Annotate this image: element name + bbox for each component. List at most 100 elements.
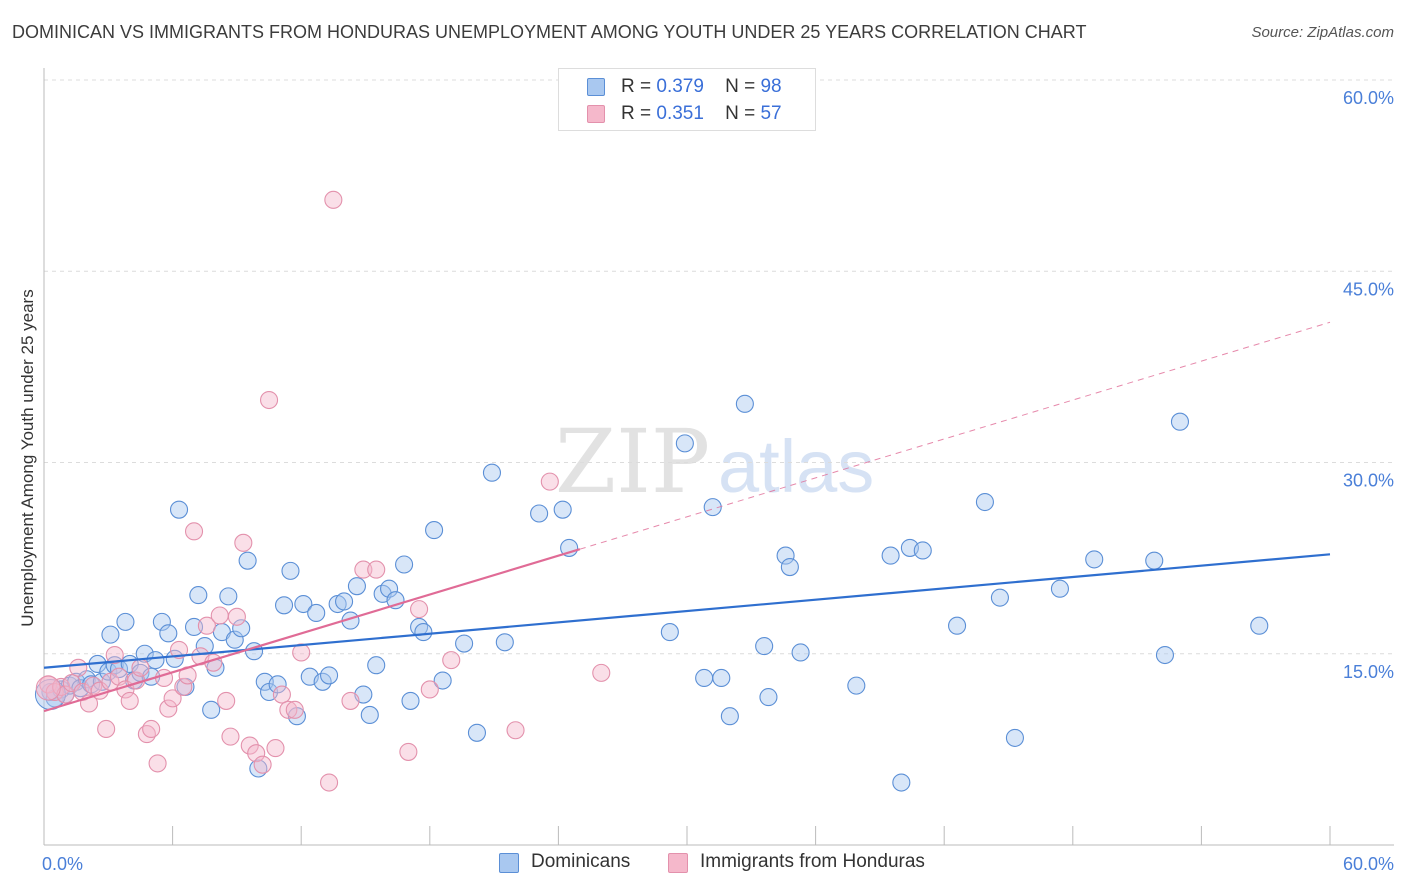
data-point-dominicans [1170,412,1190,431]
data-point-dominicans [1155,645,1175,665]
data-point-honduras [69,658,88,677]
data-point-dominicans [1005,728,1024,747]
data-point-dominicans [776,546,795,565]
data-point-honduras [253,755,272,774]
source-label: Source: ZipAtlas.com [1251,24,1394,41]
trend-lines [43,321,1331,713]
bottom-legend-swatch-pink [668,853,688,873]
data-point-dominicans [367,656,386,675]
legend-swatch-blue [587,78,605,96]
data-point-dominicans [335,592,354,611]
legend-r-value: 0.379 [656,76,704,97]
data-point-dominicans [695,668,714,688]
data-point-dominicans [268,675,287,694]
data-point-dominicans [159,624,178,643]
data-point-dominicans [184,617,204,637]
legend-r-value: 0.351 [656,103,704,124]
data-point-dominicans [169,500,189,519]
data-point-dominicans [152,612,171,631]
data-point-dominicans [225,630,244,649]
data-point-dominicans [360,705,379,725]
data-point-dominicans [720,707,739,726]
legend-n-value: 57 [760,103,782,124]
data-point-dominicans [294,594,313,614]
data-point-honduras [410,600,429,619]
data-point-dominicans [202,700,221,719]
data-point-dominicans [275,596,294,615]
data-point-honduras [266,739,285,758]
data-point-dominicans [913,541,932,560]
data-point-honduras [272,685,291,704]
data-point-dominicans [755,637,774,656]
data-point-honduras [540,472,559,491]
y-tick-label: 45.0% [1343,279,1394,299]
data-point-dominicans [530,504,549,523]
data-point-dominicans [146,651,165,670]
data-point-dominicans [232,619,251,638]
data-point-honduras [279,700,298,719]
data-point-honduras [210,606,229,625]
data-point-dominicans [948,616,967,635]
data-point-honduras [324,190,343,209]
data-point-honduras [97,719,116,739]
data-point-honduras [292,643,311,662]
data-point-dominicans [1250,616,1269,635]
tick-labels: 15.0% 30.0% 45.0% 60.0% 0.0% 60.0% [42,88,1394,874]
data-point-dominicans [703,498,722,517]
data-point-honduras [234,533,253,552]
data-point-dominicans [735,394,754,413]
data-point-dominicans [219,587,238,606]
data-point-dominicans [975,492,994,512]
data-point-honduras [285,700,304,719]
series-honduras [35,190,611,792]
data-point-dominicans [675,434,694,453]
data-point-dominicans [780,557,799,577]
legend-n-label: N = [725,76,756,97]
data-point-dominicans [347,577,366,596]
data-point-honduras [227,607,246,626]
x-tick-label: 0.0% [42,854,83,874]
data-point-honduras [148,754,167,773]
data-point-honduras [169,640,189,659]
watermark-atlas: atlas [718,425,874,508]
data-point-dominicans [380,579,399,598]
data-point-honduras [341,691,360,710]
data-point-dominicans [165,649,184,668]
trend-line-dominicans [43,553,1331,669]
data-point-honduras [592,663,611,682]
legend-swatch-pink [587,105,605,123]
y-tick-label: 30.0% [1343,471,1394,491]
y-axis-label: Unemployment Among Youth under 25 years [18,289,37,626]
data-point-honduras [197,616,216,635]
data-point-honduras [247,744,266,763]
x-tick-label: 60.0% [1343,854,1394,874]
data-point-honduras [120,691,139,710]
trend-line-honduras [43,548,581,713]
legend-r-label: R = [621,76,652,97]
data-point-honduras [367,560,386,579]
data-point-dominicans [307,603,326,623]
data-point-honduras [399,742,418,761]
data-point-honduras [259,390,279,410]
data-point-dominicans [1145,551,1164,570]
zipatlas-watermark: ZIP atlas [555,410,874,513]
data-point-honduras [131,658,150,677]
data-point-dominicans [425,521,444,540]
data-point-dominicans [791,643,810,662]
y-tick-label: 15.0% [1343,662,1394,682]
correlation-legend: R = 0.379 N = 98 R = 0.351 N = 57 [558,68,816,131]
bottom-legend-swatch-blue [499,853,519,873]
data-point-dominicans [281,561,300,580]
data-point-dominicans [467,723,487,742]
data-point-dominicans [1050,579,1069,598]
data-point-dominicans [712,668,731,688]
watermark-zip: ZIP [555,410,710,513]
legend-n-value: 98 [760,76,782,97]
data-point-honduras [159,699,178,718]
data-point-honduras [184,522,204,541]
data-point-honduras [142,719,161,739]
data-point-dominicans [238,551,257,570]
data-point-dominicans [881,546,900,565]
data-point-honduras [442,651,461,670]
